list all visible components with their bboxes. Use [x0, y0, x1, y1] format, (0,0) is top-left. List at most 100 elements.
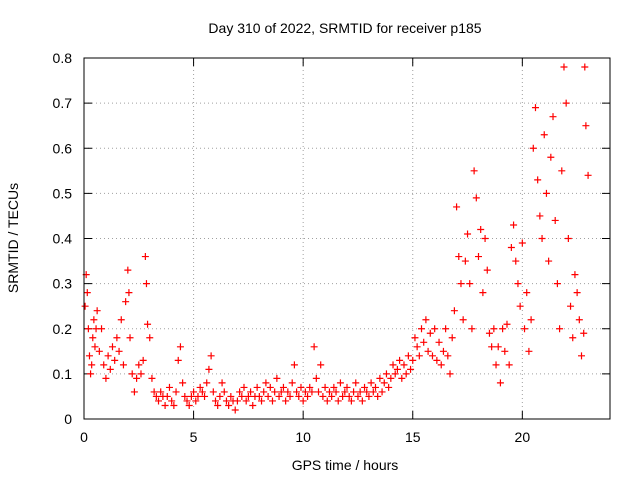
data-point	[516, 302, 524, 310]
data-point	[106, 365, 114, 373]
data-point	[125, 289, 133, 297]
data-point	[365, 392, 373, 400]
x-tick-label: 15	[405, 429, 421, 445]
data-point	[479, 289, 487, 297]
data-point	[212, 397, 219, 405]
data-point	[225, 401, 233, 409]
data-point	[218, 379, 226, 387]
data-point	[466, 280, 474, 288]
data-point	[157, 388, 165, 396]
data-point	[407, 365, 415, 373]
data-point	[371, 383, 379, 391]
data-point	[163, 392, 171, 400]
data-point	[433, 356, 441, 364]
data-point	[542, 189, 550, 197]
data-point	[328, 392, 336, 400]
data-point	[505, 361, 513, 369]
data-point	[135, 361, 143, 369]
data-point	[472, 194, 480, 202]
data-point	[415, 352, 423, 360]
data-point	[518, 239, 526, 247]
data-point	[222, 397, 230, 405]
data-point	[534, 176, 542, 184]
data-point	[494, 343, 502, 351]
data-point	[192, 397, 200, 405]
data-point	[124, 266, 132, 274]
data-point	[396, 356, 404, 364]
x-tick-label: 0	[80, 429, 88, 445]
data-point	[203, 379, 211, 387]
data-point	[461, 257, 469, 265]
data-point	[453, 203, 461, 211]
data-point	[306, 383, 314, 391]
data-point	[190, 388, 198, 396]
data-point	[431, 325, 439, 333]
data-point	[424, 347, 432, 355]
data-point	[536, 212, 544, 220]
y-tick-label: 0	[64, 411, 72, 427]
data-point	[141, 253, 149, 261]
data-point	[187, 392, 195, 400]
data-point	[358, 397, 366, 405]
data-point	[172, 388, 180, 396]
data-point	[185, 401, 193, 409]
data-point	[282, 397, 290, 405]
data-point	[389, 361, 397, 369]
data-point	[205, 365, 213, 373]
data-point	[284, 388, 292, 396]
data-point	[207, 352, 215, 360]
data-point	[527, 316, 535, 324]
data-point	[444, 352, 452, 360]
data-point	[367, 379, 375, 387]
data-point	[317, 361, 325, 369]
y-tick-label: 0.2	[53, 321, 73, 337]
data-point	[560, 63, 568, 71]
data-point	[216, 392, 224, 400]
data-point	[242, 397, 250, 405]
data-point	[402, 370, 410, 378]
data-point	[334, 397, 342, 405]
data-point	[521, 325, 529, 333]
data-point	[582, 122, 590, 130]
data-point	[104, 352, 112, 360]
data-point	[514, 280, 522, 288]
data-point	[477, 225, 485, 233]
data-point	[139, 356, 147, 364]
data-point	[496, 379, 504, 387]
x-tick-label: 20	[515, 429, 531, 445]
data-point	[100, 361, 108, 369]
data-point	[148, 374, 156, 382]
data-point	[119, 361, 127, 369]
data-point	[183, 397, 191, 405]
data-point	[580, 329, 588, 337]
data-point	[277, 388, 285, 396]
data-point	[117, 316, 125, 324]
data-point	[510, 221, 518, 229]
data-point	[130, 388, 138, 396]
data-point	[176, 343, 184, 351]
data-point	[490, 325, 498, 333]
data-point	[571, 271, 579, 279]
data-point	[198, 388, 206, 396]
data-point	[244, 392, 252, 400]
y-axis-label: SRMTID / TECUs	[5, 183, 21, 293]
data-point	[455, 253, 463, 261]
data-point	[91, 343, 99, 351]
data-point	[564, 235, 572, 242]
data-point	[268, 397, 276, 405]
data-point	[483, 266, 491, 274]
data-point	[575, 316, 583, 324]
data-point	[81, 302, 89, 310]
y-tick-label: 0.8	[53, 50, 73, 66]
data-point	[343, 383, 351, 391]
data-point	[271, 388, 279, 396]
data-point	[336, 379, 344, 387]
data-point	[88, 361, 96, 369]
data-point	[378, 388, 386, 396]
data-point	[558, 167, 566, 175]
data-point	[126, 334, 134, 342]
data-point	[442, 325, 450, 333]
data-point	[529, 144, 537, 152]
data-point	[304, 392, 312, 400]
data-point	[260, 388, 268, 396]
